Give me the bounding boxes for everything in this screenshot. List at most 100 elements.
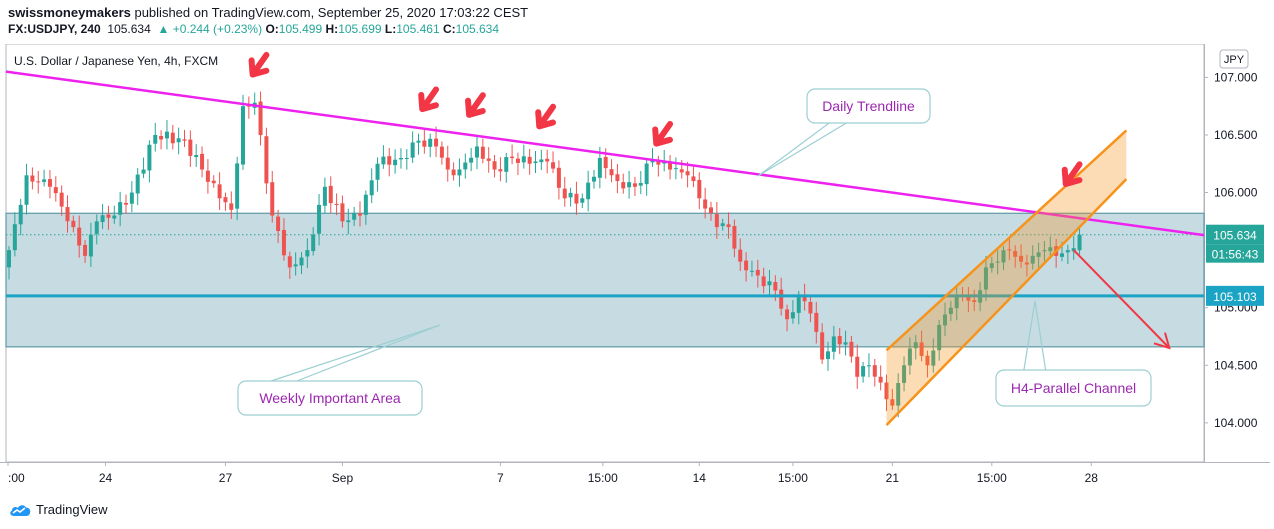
candle[interactable] — [176, 127, 181, 155]
candle[interactable] — [609, 159, 614, 183]
candle[interactable] — [416, 133, 421, 155]
candle[interactable] — [837, 328, 842, 355]
candle[interactable] — [457, 158, 462, 187]
candle[interactable] — [592, 169, 596, 189]
candle[interactable] — [118, 191, 123, 227]
symbol[interactable]: FX:USDJPY, 240 — [8, 22, 101, 36]
candle[interactable] — [1077, 227, 1082, 255]
candle[interactable] — [475, 136, 479, 170]
candle[interactable] — [369, 168, 374, 204]
candle[interactable] — [761, 267, 766, 294]
candle[interactable] — [562, 176, 567, 207]
candle[interactable] — [194, 144, 199, 167]
candle[interactable] — [311, 227, 316, 256]
candle[interactable] — [533, 150, 538, 173]
candle[interactable] — [47, 170, 52, 199]
candle[interactable] — [124, 194, 128, 214]
candle[interactable] — [241, 94, 245, 170]
candle[interactable] — [831, 326, 836, 360]
candle[interactable] — [843, 330, 848, 356]
candle[interactable] — [913, 335, 918, 360]
candle[interactable] — [352, 206, 357, 226]
candle[interactable] — [106, 205, 111, 230]
candle[interactable] — [644, 159, 649, 196]
channel-fill[interactable] — [886, 130, 1127, 426]
candle[interactable] — [398, 148, 403, 169]
candle[interactable] — [504, 152, 509, 183]
candle[interactable] — [521, 144, 526, 169]
candle[interactable] — [375, 157, 380, 192]
candle[interactable] — [393, 149, 398, 174]
candle[interactable] — [159, 130, 164, 150]
candle[interactable] — [1024, 254, 1029, 277]
candle[interactable] — [1019, 244, 1024, 268]
candle[interactable] — [720, 218, 725, 231]
candle[interactable] — [363, 190, 368, 225]
candle[interactable] — [12, 212, 17, 257]
candle[interactable] — [53, 176, 58, 202]
candle[interactable] — [1065, 244, 1070, 264]
candle[interactable] — [100, 204, 105, 230]
candle[interactable] — [744, 252, 749, 282]
candle[interactable] — [849, 335, 854, 363]
candle[interactable] — [439, 141, 444, 165]
candle[interactable] — [656, 155, 661, 177]
candle[interactable] — [907, 337, 912, 375]
candle[interactable] — [94, 214, 99, 245]
candle[interactable] — [697, 172, 702, 210]
candle[interactable] — [24, 163, 29, 215]
candle[interactable] — [755, 259, 760, 288]
author[interactable]: swissmoneymakers — [8, 5, 131, 20]
candle[interactable] — [878, 365, 883, 391]
candle[interactable] — [147, 140, 152, 183]
candle[interactable] — [346, 208, 351, 235]
candle[interactable] — [896, 373, 901, 418]
candle[interactable] — [200, 146, 205, 178]
candle[interactable] — [709, 201, 713, 221]
candle[interactable] — [317, 194, 322, 246]
candle[interactable] — [358, 201, 362, 227]
candle[interactable] — [1030, 245, 1035, 270]
candle[interactable] — [580, 193, 585, 209]
candle[interactable] — [621, 173, 626, 194]
price-chart[interactable]: Daily Trendline Weekly Important Area H4-P… — [0, 44, 1274, 494]
channel-lower-line[interactable] — [885, 178, 1128, 427]
candle[interactable] — [714, 201, 719, 239]
candle[interactable] — [814, 301, 819, 344]
candle[interactable] — [340, 195, 345, 228]
candle[interactable] — [820, 323, 825, 365]
candle[interactable] — [30, 167, 35, 190]
candle[interactable] — [83, 239, 88, 263]
candle[interactable] — [77, 215, 82, 258]
footer-brand[interactable]: TradingView — [36, 502, 108, 517]
candle[interactable] — [112, 205, 117, 224]
candle[interactable] — [726, 212, 731, 239]
candle[interactable] — [129, 181, 134, 213]
weekly-area-callout[interactable]: Weekly Important Area — [237, 324, 441, 416]
candle[interactable] — [510, 144, 515, 165]
weekly-important-area[interactable] — [5, 212, 1205, 348]
candle[interactable] — [632, 176, 637, 196]
candle[interactable] — [334, 193, 339, 216]
candle[interactable] — [983, 255, 988, 302]
candle[interactable] — [650, 148, 655, 167]
candle[interactable] — [691, 165, 696, 188]
candle[interactable] — [861, 361, 866, 383]
projection-arrow-line[interactable] — [1072, 249, 1171, 349]
candle[interactable] — [966, 286, 971, 313]
candle[interactable] — [1007, 237, 1012, 261]
candle[interactable] — [972, 289, 977, 312]
candle[interactable] — [498, 157, 503, 182]
candle[interactable] — [36, 170, 41, 194]
candle[interactable] — [808, 294, 813, 323]
candle[interactable] — [919, 330, 924, 362]
candle[interactable] — [995, 249, 1000, 275]
currency-box[interactable] — [1219, 49, 1249, 69]
candle[interactable] — [404, 149, 409, 170]
candle[interactable] — [551, 151, 556, 174]
candle[interactable] — [445, 145, 450, 182]
candle[interactable] — [890, 388, 895, 410]
candle[interactable] — [71, 215, 76, 233]
channel-upper-line[interactable] — [885, 129, 1128, 352]
candle[interactable] — [855, 344, 860, 389]
